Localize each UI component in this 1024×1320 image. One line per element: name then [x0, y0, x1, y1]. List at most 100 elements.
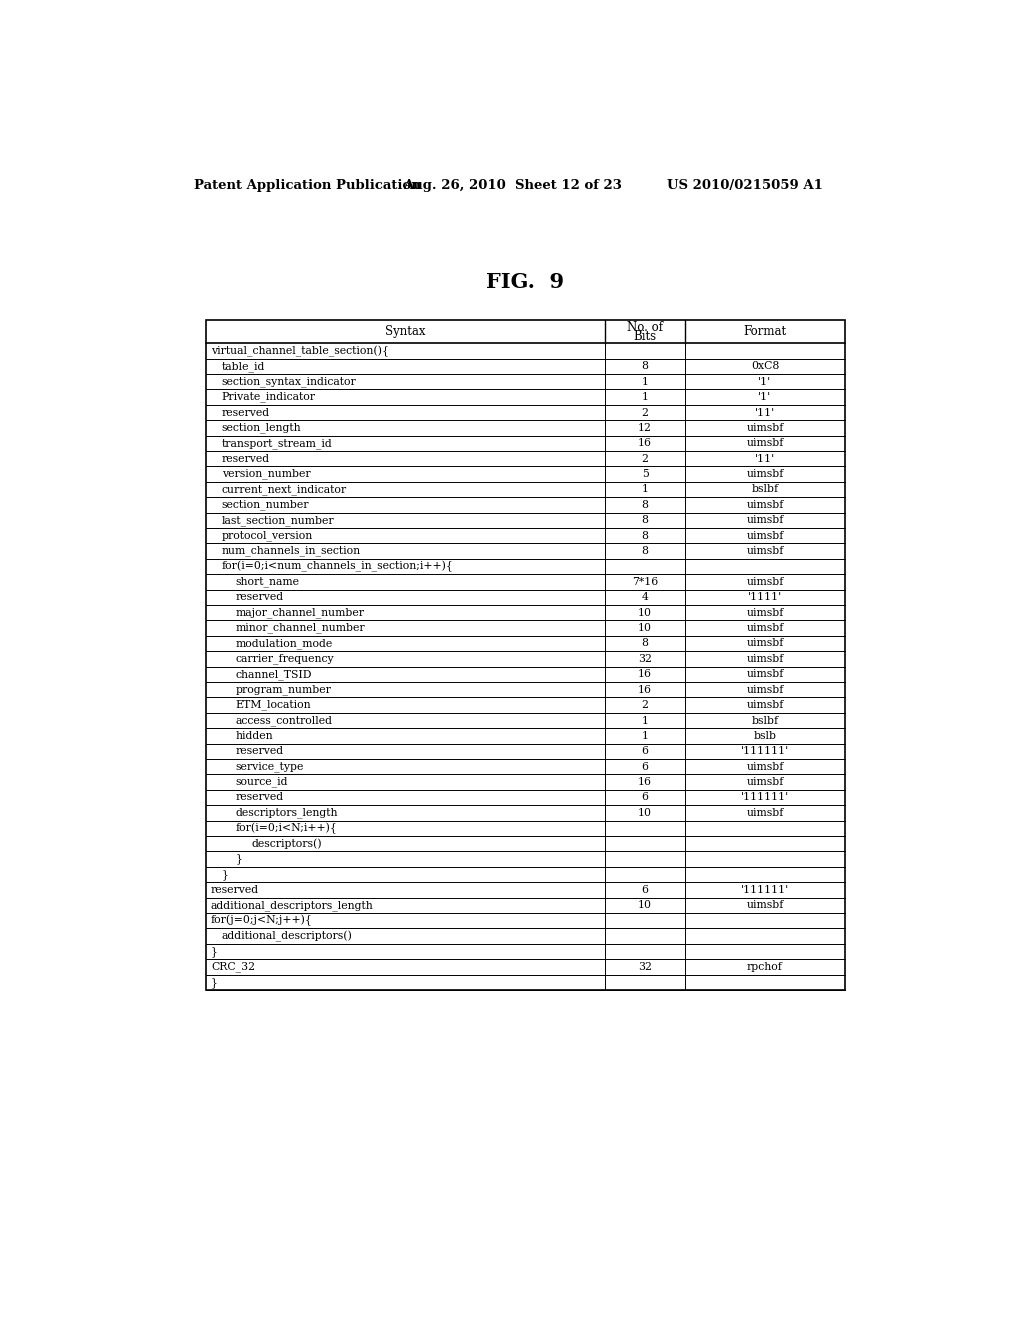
Text: uimsbf: uimsbf — [746, 438, 783, 449]
Text: Syntax: Syntax — [385, 325, 426, 338]
Text: bslb: bslb — [754, 731, 776, 741]
Text: 10: 10 — [638, 607, 652, 618]
Text: program_number: program_number — [236, 684, 332, 696]
Text: bslbf: bslbf — [752, 715, 778, 726]
Text: Private_indicator: Private_indicator — [222, 392, 315, 403]
Text: 1: 1 — [642, 484, 648, 495]
Text: 1: 1 — [642, 715, 648, 726]
Text: uimsbf: uimsbf — [746, 653, 783, 664]
Text: reserved: reserved — [236, 746, 284, 756]
Text: source_id: source_id — [236, 776, 288, 788]
Text: reserved: reserved — [222, 408, 270, 417]
Text: uimsbf: uimsbf — [746, 669, 783, 680]
Text: '111111': '111111' — [740, 884, 790, 895]
Text: 2: 2 — [642, 454, 648, 463]
Text: section_length: section_length — [222, 422, 301, 433]
Text: uimsbf: uimsbf — [746, 685, 783, 694]
Text: 8: 8 — [642, 515, 648, 525]
Text: 16: 16 — [638, 685, 652, 694]
Text: last_section_number: last_section_number — [222, 515, 335, 525]
Text: uimsbf: uimsbf — [746, 639, 783, 648]
Text: uimsbf: uimsbf — [746, 515, 783, 525]
Text: reserved: reserved — [222, 454, 270, 463]
Text: '1111': '1111' — [748, 593, 782, 602]
Text: protocol_version: protocol_version — [222, 531, 313, 541]
Text: uimsbf: uimsbf — [746, 700, 783, 710]
Text: modulation_mode: modulation_mode — [236, 638, 333, 649]
Text: uimsbf: uimsbf — [746, 808, 783, 818]
Text: }: } — [211, 977, 218, 987]
Text: 2: 2 — [642, 700, 648, 710]
Text: channel_TSID: channel_TSID — [236, 669, 312, 680]
Text: 1: 1 — [642, 731, 648, 741]
Text: CRC_32: CRC_32 — [211, 961, 255, 973]
Text: }: } — [222, 869, 228, 880]
Text: 6: 6 — [642, 746, 648, 756]
Text: uimsbf: uimsbf — [746, 531, 783, 541]
Text: 1: 1 — [642, 392, 648, 403]
Text: access_controlled: access_controlled — [236, 715, 333, 726]
Text: 10: 10 — [638, 623, 652, 634]
Text: uimsbf: uimsbf — [746, 422, 783, 433]
Text: transport_stream_id: transport_stream_id — [222, 438, 333, 449]
Bar — [206, 321, 845, 990]
Text: FIG.  9: FIG. 9 — [485, 272, 564, 292]
Text: table_id: table_id — [222, 360, 265, 372]
Text: uimsbf: uimsbf — [746, 469, 783, 479]
Text: additional_descriptors(): additional_descriptors() — [222, 931, 352, 941]
Text: uimsbf: uimsbf — [746, 762, 783, 772]
Text: 5: 5 — [642, 469, 648, 479]
Text: service_type: service_type — [236, 762, 304, 772]
Text: 6: 6 — [642, 884, 648, 895]
Text: descriptors(): descriptors() — [251, 838, 322, 849]
Text: section_number: section_number — [222, 499, 309, 511]
Text: reserved: reserved — [236, 792, 284, 803]
Text: 8: 8 — [642, 639, 648, 648]
Text: Format: Format — [743, 325, 786, 338]
Text: for(i=0;i<N;i++){: for(i=0;i<N;i++){ — [236, 822, 338, 834]
Text: }: } — [211, 946, 218, 957]
Text: carrier_frequency: carrier_frequency — [236, 653, 335, 664]
Text: '11': '11' — [755, 408, 775, 417]
Text: section_syntax_indicator: section_syntax_indicator — [222, 376, 356, 387]
Text: uimsbf: uimsbf — [746, 607, 783, 618]
Text: '1': '1' — [759, 392, 771, 403]
Text: 4: 4 — [642, 593, 648, 602]
Text: uimsbf: uimsbf — [746, 900, 783, 911]
Text: ETM_location: ETM_location — [236, 700, 311, 710]
Text: '1': '1' — [759, 376, 771, 387]
Text: reserved: reserved — [236, 593, 284, 602]
Text: hidden: hidden — [236, 731, 273, 741]
Text: current_next_indicator: current_next_indicator — [222, 484, 347, 495]
Text: for(j=0;j<N;j++){: for(j=0;j<N;j++){ — [211, 915, 312, 927]
Text: uimsbf: uimsbf — [746, 546, 783, 556]
Text: reserved: reserved — [211, 884, 259, 895]
Text: Bits: Bits — [634, 330, 656, 343]
Text: 8: 8 — [642, 546, 648, 556]
Text: '111111': '111111' — [740, 792, 790, 803]
Text: 0xC8: 0xC8 — [751, 362, 779, 371]
Text: 12: 12 — [638, 422, 652, 433]
Text: US 2010/0215059 A1: US 2010/0215059 A1 — [667, 180, 822, 193]
Text: 8: 8 — [642, 500, 648, 510]
Text: Aug. 26, 2010  Sheet 12 of 23: Aug. 26, 2010 Sheet 12 of 23 — [403, 180, 622, 193]
Text: 16: 16 — [638, 438, 652, 449]
Text: major_channel_number: major_channel_number — [236, 607, 365, 618]
Text: uimsbf: uimsbf — [746, 623, 783, 634]
Text: 8: 8 — [642, 531, 648, 541]
Text: 6: 6 — [642, 762, 648, 772]
Text: bslbf: bslbf — [752, 484, 778, 495]
Text: Patent Application Publication: Patent Application Publication — [194, 180, 421, 193]
Text: '111111': '111111' — [740, 746, 790, 756]
Text: No. of: No. of — [627, 321, 664, 334]
Text: num_channels_in_section: num_channels_in_section — [222, 545, 360, 557]
Text: 32: 32 — [638, 653, 652, 664]
Text: descriptors_length: descriptors_length — [236, 808, 338, 818]
Text: }: } — [236, 854, 243, 865]
Text: 10: 10 — [638, 808, 652, 818]
Text: 2: 2 — [642, 408, 648, 417]
Text: virtual_channel_table_section(){: virtual_channel_table_section(){ — [211, 346, 389, 356]
Text: uimsbf: uimsbf — [746, 577, 783, 587]
Text: 10: 10 — [638, 900, 652, 911]
Text: for(i=0;i<num_channels_in_section;i++){: for(i=0;i<num_channels_in_section;i++){ — [222, 561, 454, 572]
